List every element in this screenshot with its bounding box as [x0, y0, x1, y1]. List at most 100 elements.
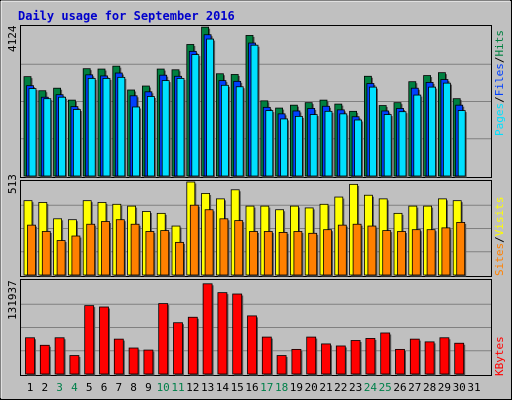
bar-pages-day-27	[413, 94, 422, 177]
day-label-28: 28	[423, 381, 436, 394]
day-label-8: 8	[130, 381, 137, 394]
bar-pages-day-22	[339, 113, 348, 177]
bar-sites-day-15	[234, 220, 244, 276]
bar-sites-day-19	[293, 231, 303, 276]
day-label-13: 13	[201, 381, 214, 394]
bar-kbytes-day-29	[439, 337, 450, 375]
bar-sites-day-9	[145, 231, 155, 276]
bar-sites-day-4	[71, 235, 81, 276]
bar-pages-day-14	[220, 84, 229, 177]
bar-kbytes-day-23	[350, 340, 361, 375]
bar-pages-day-2	[43, 98, 52, 177]
bar-pages-day-18	[280, 118, 289, 177]
bar-sites-day-7	[115, 219, 125, 276]
day-label-7: 7	[115, 381, 122, 394]
bar-pages-day-10	[161, 80, 170, 177]
legend-hits: Hits	[493, 30, 506, 57]
day-label-20: 20	[305, 381, 318, 394]
bar-pages-day-5	[87, 78, 96, 177]
day-label-24: 24	[364, 381, 378, 394]
bar-kbytes-day-3	[54, 337, 65, 375]
bar-sites-day-2	[41, 231, 51, 276]
bar-kbytes-day-16	[247, 315, 257, 375]
day-label-6: 6	[101, 381, 108, 394]
y-max-label-hits: 4124	[6, 25, 19, 52]
day-label-29: 29	[438, 381, 451, 394]
chart-title: Daily usage for September 2016	[18, 9, 235, 23]
day-label-3: 3	[56, 381, 63, 394]
bar-sites-day-21	[323, 229, 332, 276]
legend-hits-panel: Pages/Files/Hits	[493, 30, 506, 136]
bar-pages-day-7	[117, 76, 126, 177]
x-axis-day-labels: 1 2 3 4 5 6 7 8 9 10 11 12 13 14 15 16 17 18 19 20 21 22 23 24 2…	[27, 381, 481, 394]
day-label-21: 21	[319, 381, 332, 394]
bar-sites-day-24	[367, 225, 377, 276]
bar-sites-day-5	[86, 223, 96, 276]
day-label-27: 27	[408, 381, 421, 394]
bar-kbytes-day-11	[173, 322, 183, 375]
bar-kbytes-day-7	[113, 338, 124, 375]
bar-kbytes-day-6	[99, 306, 109, 375]
bar-pages-day-26	[398, 111, 407, 177]
y-max-label-visits: 513	[6, 174, 19, 194]
day-label-4: 4	[71, 381, 78, 394]
legend-files: Files	[493, 63, 506, 96]
bar-pages-day-3	[58, 96, 66, 177]
bar-pages-day-30	[457, 110, 466, 177]
bar-sites-day-10	[160, 230, 170, 276]
day-label-25: 25	[379, 381, 392, 394]
day-label-15: 15	[231, 381, 244, 394]
bar-pages-day-25	[383, 114, 392, 177]
bar-kbytes-day-5	[84, 305, 95, 375]
day-label-17: 17	[260, 381, 273, 394]
day-label-9: 9	[145, 381, 152, 394]
bar-sites-day-8	[130, 223, 140, 276]
bar-pages-day-13	[206, 38, 215, 177]
bar-sites-day-18	[278, 231, 288, 276]
bar-kbytes-day-2	[39, 344, 50, 375]
day-label-14: 14	[216, 381, 230, 394]
legend-kbytes: KBytes	[493, 336, 506, 376]
bar-pages-day-11	[176, 78, 185, 177]
bar-pages-day-23	[354, 119, 363, 177]
bar-kbytes-day-24	[365, 338, 376, 375]
bar-sites-day-29	[441, 227, 451, 276]
day-label-1: 1	[27, 381, 34, 394]
bar-kbytes-day-8	[128, 347, 139, 375]
bar-sites-day-28	[426, 229, 436, 276]
bar-sites-day-14	[219, 218, 229, 276]
legend-visits: Visits	[493, 197, 506, 237]
bar-sites-day-25	[382, 230, 392, 276]
bar-kbytes-day-12	[187, 316, 198, 375]
bar-kbytes-day-26	[395, 348, 405, 375]
bar-pages-day-19	[294, 115, 303, 177]
bar-sites-day-16	[249, 231, 258, 276]
bar-kbytes-day-13	[202, 283, 213, 375]
bar-pages-day-15	[235, 86, 244, 177]
day-label-5: 5	[86, 381, 93, 394]
bar-pages-day-20	[309, 114, 318, 177]
day-label-22: 22	[334, 381, 347, 394]
bar-sites-day-27	[411, 229, 421, 276]
bar-kbytes-day-25	[380, 332, 391, 375]
legend-sites: Sites	[493, 243, 506, 276]
bar-pages-day-1	[28, 88, 37, 177]
bar-kbytes-day-28	[424, 341, 435, 375]
bar-kbytes-day-18	[276, 355, 287, 375]
bar-kbytes-day-19	[291, 348, 302, 375]
bar-kbytes-day-15	[232, 293, 243, 375]
bar-pages-day-28	[428, 86, 437, 177]
chart-bars	[23, 26, 467, 376]
day-label-16: 16	[245, 381, 258, 394]
bar-pages-day-6	[102, 78, 111, 177]
y-max-label-kbytes: 131937	[6, 280, 19, 320]
bar-kbytes-day-9	[143, 349, 154, 375]
bar-sites-day-3	[56, 240, 66, 276]
day-label-12: 12	[186, 381, 199, 394]
bar-pages-day-16	[250, 44, 259, 177]
bar-pages-day-8	[132, 106, 141, 177]
bar-sites-day-6	[101, 221, 110, 276]
bar-kbytes-day-20	[306, 336, 317, 375]
day-label-19: 19	[290, 381, 303, 394]
